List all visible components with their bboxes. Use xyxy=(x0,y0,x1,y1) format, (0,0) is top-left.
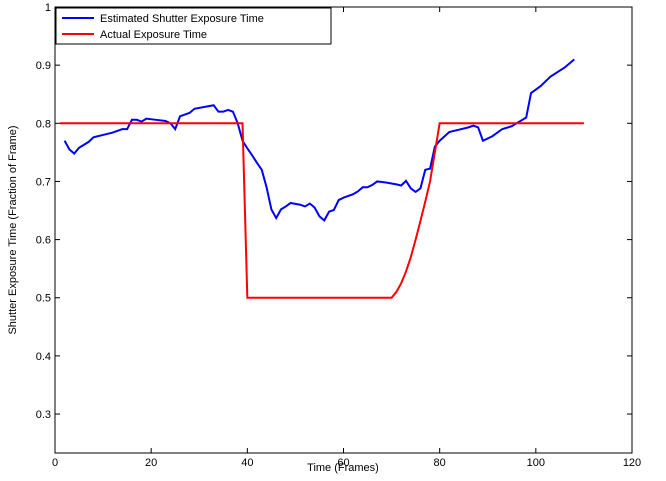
legend-label: Estimated Shutter Exposure Time xyxy=(100,13,264,25)
x-axis-label: Time (Frames) xyxy=(307,462,379,474)
x-tick-label: 20 xyxy=(145,457,157,469)
y-tick-label: 0.9 xyxy=(36,60,51,72)
x-tick-label: 80 xyxy=(434,457,446,469)
x-tick-label: 120 xyxy=(623,457,641,469)
y-tick-label: 0.7 xyxy=(36,176,51,188)
x-tick-label: 100 xyxy=(527,457,545,469)
y-tick-label: 0.8 xyxy=(36,118,51,130)
y-axis-label: Shutter Exposure Time (Fraction of Frame… xyxy=(7,125,19,334)
legend-box xyxy=(55,7,332,45)
y-tick-label: 0.5 xyxy=(36,293,51,305)
x-tick-label: 40 xyxy=(241,457,253,469)
plot-area xyxy=(54,6,633,454)
y-tick-label: 1 xyxy=(45,2,51,14)
y-tick-label: 0.4 xyxy=(36,351,51,363)
y-tick-label: 0.3 xyxy=(36,409,51,421)
series-line xyxy=(63,58,575,222)
y-tick-label: 0.6 xyxy=(36,235,51,247)
legend-label: Actual Exposure Time xyxy=(100,29,207,41)
x-tick-label: 60 xyxy=(337,457,349,469)
series-line xyxy=(59,122,584,299)
x-tick-label: 0 xyxy=(52,457,58,469)
